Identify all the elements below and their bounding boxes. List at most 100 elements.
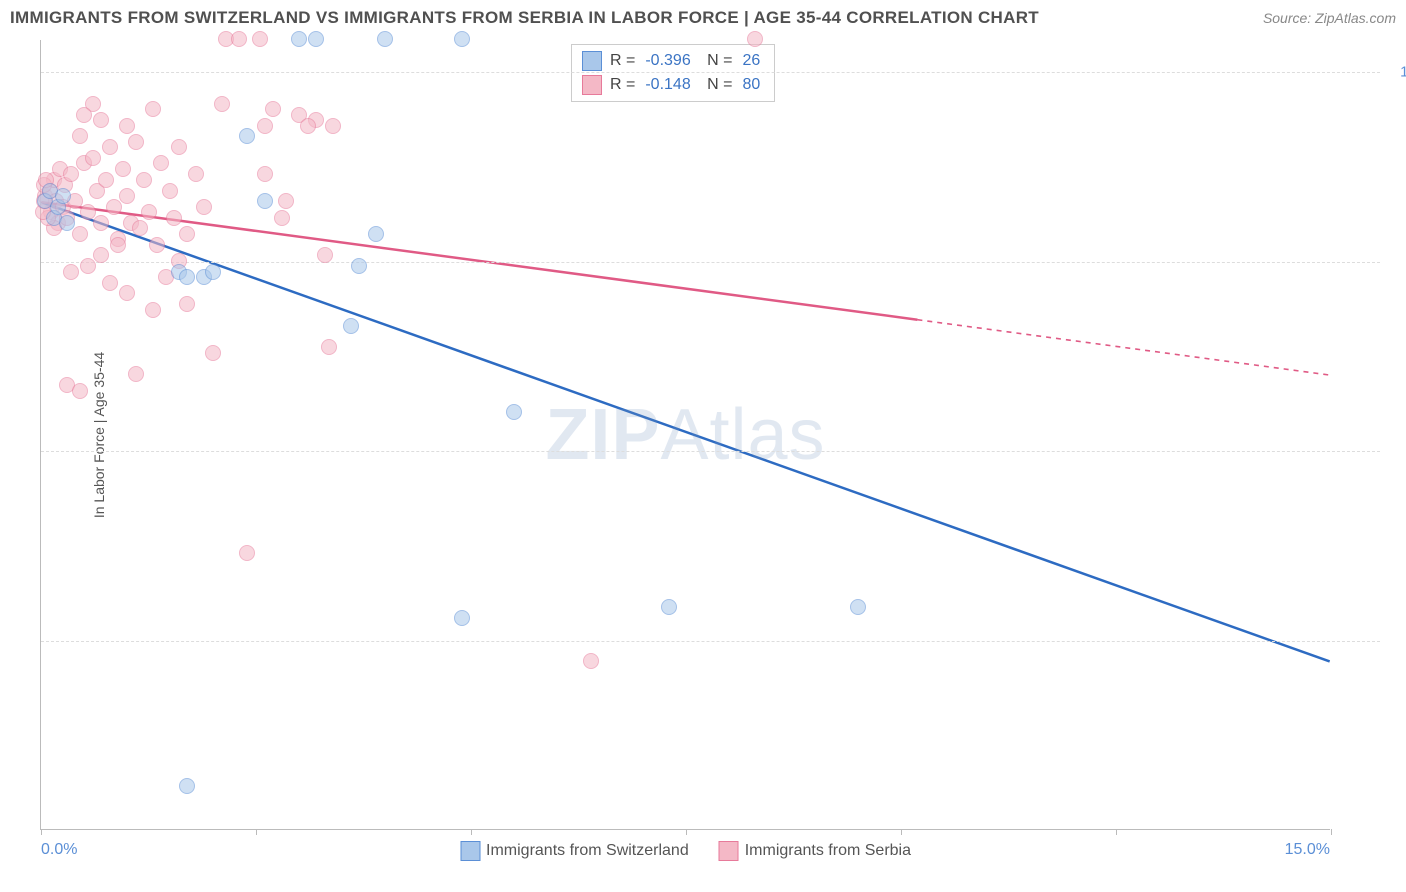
data-point xyxy=(132,220,148,236)
data-point xyxy=(317,247,333,263)
data-point xyxy=(454,31,470,47)
data-point xyxy=(257,193,273,209)
data-point xyxy=(274,210,290,226)
data-point xyxy=(214,96,230,112)
data-point xyxy=(80,258,96,274)
data-point xyxy=(257,166,273,182)
data-point xyxy=(179,296,195,312)
data-point xyxy=(59,215,75,231)
x-tick xyxy=(41,829,42,835)
data-point xyxy=(72,383,88,399)
n-label-1: N = xyxy=(703,73,733,97)
data-point xyxy=(239,545,255,561)
data-point xyxy=(300,118,316,134)
x-tick xyxy=(1331,829,1332,835)
r-value-0: -0.396 xyxy=(645,49,690,73)
chart-container: IMMIGRANTS FROM SWITZERLAND VS IMMIGRANT… xyxy=(0,0,1406,892)
x-tick xyxy=(256,829,257,835)
x-tick xyxy=(901,829,902,835)
data-point xyxy=(63,166,79,182)
data-point xyxy=(747,31,763,47)
data-point xyxy=(205,345,221,361)
data-point xyxy=(239,128,255,144)
legend-label-0: Immigrants from Switzerland xyxy=(486,842,689,860)
y-tick-label: 47.5% xyxy=(1396,632,1406,649)
data-point xyxy=(661,599,677,615)
r-label-0: R = xyxy=(610,49,635,73)
r-value-1: -0.148 xyxy=(645,73,690,97)
data-point xyxy=(850,599,866,615)
x-tick xyxy=(471,829,472,835)
data-point xyxy=(351,258,367,274)
data-point xyxy=(308,31,324,47)
data-point xyxy=(179,226,195,242)
data-point xyxy=(119,118,135,134)
stats-row-0: R = -0.396 N = 26 xyxy=(582,49,764,73)
data-point xyxy=(115,161,131,177)
legend-item-1: Immigrants from Serbia xyxy=(719,841,911,861)
trendlines-svg xyxy=(41,40,1330,829)
x-max-label: 15.0% xyxy=(1285,841,1330,859)
data-point xyxy=(110,237,126,253)
y-axis-title: In Labor Force | Age 35-44 xyxy=(91,351,107,517)
data-point xyxy=(93,215,109,231)
data-point xyxy=(205,264,221,280)
data-point xyxy=(162,183,178,199)
data-point xyxy=(141,204,157,220)
bottom-legend: Immigrants from Switzerland Immigrants f… xyxy=(460,841,911,861)
data-point xyxy=(85,150,101,166)
data-point xyxy=(325,118,341,134)
watermark-bold: ZIP xyxy=(545,395,660,475)
data-point xyxy=(179,269,195,285)
data-point xyxy=(119,285,135,301)
data-point xyxy=(98,172,114,188)
watermark: ZIPAtlas xyxy=(545,394,825,476)
data-point xyxy=(252,31,268,47)
legend-swatch-0 xyxy=(460,841,480,861)
gridline xyxy=(41,451,1380,452)
data-point xyxy=(196,199,212,215)
data-point xyxy=(278,193,294,209)
data-point xyxy=(377,31,393,47)
data-point xyxy=(583,653,599,669)
swatch-1 xyxy=(582,75,602,95)
source-text: Source: ZipAtlas.com xyxy=(1263,10,1396,26)
data-point xyxy=(72,128,88,144)
y-tick-label: 65.0% xyxy=(1396,443,1406,460)
legend-swatch-1 xyxy=(719,841,739,861)
y-tick-label: 100.0% xyxy=(1396,64,1406,81)
n-value-0: 26 xyxy=(743,49,761,73)
data-point xyxy=(171,139,187,155)
stats-row-1: R = -0.148 N = 80 xyxy=(582,73,764,97)
data-point xyxy=(76,107,92,123)
data-point xyxy=(136,172,152,188)
n-value-1: 80 xyxy=(743,73,761,97)
data-point xyxy=(368,226,384,242)
data-point xyxy=(166,210,182,226)
gridline xyxy=(41,641,1380,642)
n-label-0: N = xyxy=(703,49,733,73)
data-point xyxy=(145,302,161,318)
title-bar: IMMIGRANTS FROM SWITZERLAND VS IMMIGRANT… xyxy=(10,8,1396,28)
swatch-0 xyxy=(582,51,602,71)
chart-title: IMMIGRANTS FROM SWITZERLAND VS IMMIGRANT… xyxy=(10,8,1039,28)
legend-label-1: Immigrants from Serbia xyxy=(745,842,911,860)
x-tick xyxy=(686,829,687,835)
data-point xyxy=(153,155,169,171)
data-point xyxy=(119,188,135,204)
data-point xyxy=(128,134,144,150)
legend-item-0: Immigrants from Switzerland xyxy=(460,841,689,861)
data-point xyxy=(63,264,79,280)
plot-area: In Labor Force | Age 35-44 ZIPAtlas R = … xyxy=(40,40,1330,830)
data-point xyxy=(149,237,165,253)
gridline xyxy=(41,72,1380,73)
data-point xyxy=(343,318,359,334)
x-min-label: 0.0% xyxy=(41,841,77,859)
data-point xyxy=(321,339,337,355)
data-point xyxy=(72,226,88,242)
data-point xyxy=(179,778,195,794)
data-point xyxy=(231,31,247,47)
data-point xyxy=(128,366,144,382)
data-point xyxy=(188,166,204,182)
watermark-light: Atlas xyxy=(660,395,825,475)
